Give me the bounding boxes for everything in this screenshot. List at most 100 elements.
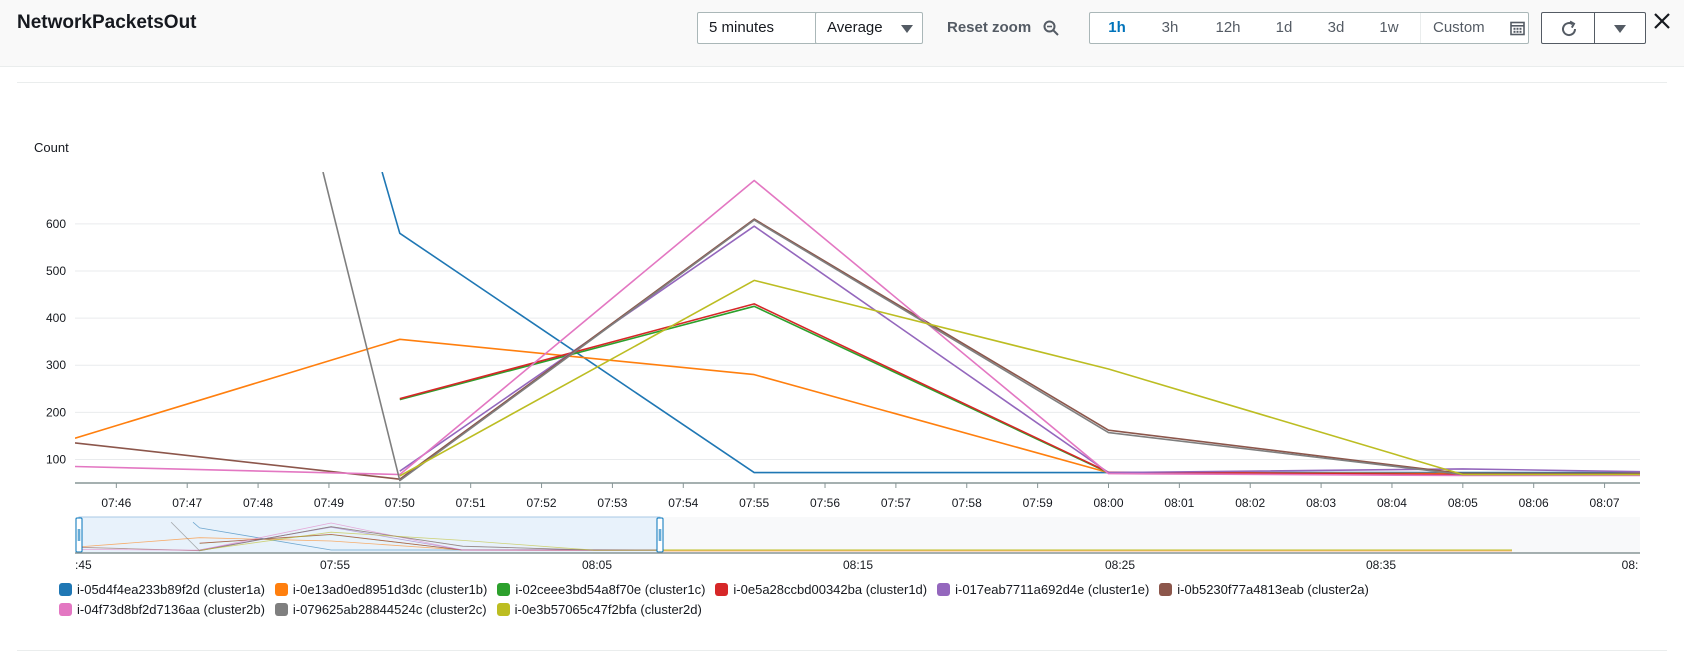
x-tick-label: 07:57 xyxy=(881,496,911,510)
legend-label: i-05d4f4ea233b89f2d (cluster1a) xyxy=(77,582,265,597)
series-line xyxy=(75,218,1640,481)
chart-legend: i-05d4f4ea233b89f2d (cluster1a) i-0e13ad0… xyxy=(59,582,1619,622)
x-tick-label: 07:56 xyxy=(810,496,840,510)
legend-item[interactable]: i-0e3b57065c47f2bfa (cluster2d) xyxy=(496,602,702,617)
range-3d[interactable]: 3d xyxy=(1327,19,1345,36)
legend-swatch xyxy=(715,583,729,596)
legend-item[interactable]: i-0e5a28ccbd00342ba (cluster1d) xyxy=(715,582,927,597)
navigator-right-handle[interactable] xyxy=(656,517,664,553)
legend-label: i-0e5a28ccbd00342ba (cluster1d) xyxy=(733,582,928,597)
time-range-selector: 1h 3h 12h 1d 3d 1w Custom xyxy=(1089,12,1529,44)
series-line xyxy=(322,172,1640,482)
reset-zoom-button[interactable]: Reset zoom xyxy=(947,12,1059,44)
navigator-tick-label: 07:55 xyxy=(320,558,350,572)
legend-swatch xyxy=(274,583,288,596)
navigator-tick-label: 08: xyxy=(1622,558,1639,572)
navigator-left-handle[interactable] xyxy=(75,517,83,553)
x-tick-label: 08:01 xyxy=(1164,496,1194,510)
caret-down-icon xyxy=(901,25,913,33)
series-line xyxy=(75,179,1640,477)
custom-range-button[interactable]: Custom xyxy=(1420,13,1529,43)
period-dropdown-label: 5 minutes xyxy=(709,19,775,36)
legend-item[interactable]: i-0e13ad0ed8951d3dc (cluster1b) xyxy=(274,582,488,597)
range-3h[interactable]: 3h xyxy=(1161,19,1179,36)
refresh-options-dropdown[interactable] xyxy=(1594,12,1646,44)
legend-swatch xyxy=(274,603,288,616)
legend-swatch xyxy=(497,583,511,596)
custom-range-label: Custom xyxy=(1433,19,1485,36)
x-tick-label: 08:06 xyxy=(1519,496,1549,510)
y-tick-label: 500 xyxy=(46,264,66,278)
legend-item[interactable]: i-02ceee3bd54a8f70e (cluster1c) xyxy=(497,582,705,597)
range-1d[interactable]: 1d xyxy=(1275,19,1293,36)
legend-swatch xyxy=(937,583,951,596)
x-tick-label: 07:53 xyxy=(597,496,627,510)
navigator-tick-label: 08:05 xyxy=(582,558,612,572)
legend-item[interactable]: i-079625ab28844524c (cluster2c) xyxy=(274,602,487,617)
range-1w[interactable]: 1w xyxy=(1379,19,1399,36)
legend-item[interactable]: i-05d4f4ea233b89f2d (cluster1a) xyxy=(59,582,265,597)
x-tick-label: 08:03 xyxy=(1306,496,1336,510)
statistic-dropdown-label: Average xyxy=(827,19,883,36)
navigator-tick-label: 08:15 xyxy=(843,558,873,572)
caret-down-icon xyxy=(1614,25,1626,33)
reset-zoom-label: Reset zoom xyxy=(947,19,1032,36)
series-group xyxy=(75,172,1640,482)
calendar-icon xyxy=(1510,21,1525,36)
x-tick-label: 07:46 xyxy=(101,496,131,510)
legend-label: i-02ceee3bd54a8f70e (cluster1c) xyxy=(515,582,706,597)
x-tick-label: 08:02 xyxy=(1235,496,1265,510)
x-tick-label: 07:55 xyxy=(739,496,769,510)
series-line xyxy=(399,305,1640,476)
statistic-dropdown[interactable]: Average xyxy=(815,12,923,44)
x-tick-label: 07:47 xyxy=(172,496,202,510)
widget-header: NetworkPacketsOut 5 minutes Average Rese… xyxy=(0,0,1684,67)
navigator-tick-label: 08:25 xyxy=(1105,558,1135,572)
legend-item[interactable]: i-017eab7711a692d4e (cluster1e) xyxy=(937,582,1149,597)
navigator-tick-label: :45 xyxy=(75,558,92,572)
zoom-out-icon xyxy=(1043,20,1059,36)
x-tick-label: 07:50 xyxy=(385,496,415,510)
y-tick-label: 400 xyxy=(46,311,66,325)
x-tick-label: 07:58 xyxy=(952,496,982,510)
widget-title: NetworkPacketsOut xyxy=(17,12,197,33)
legend-swatch xyxy=(496,603,510,616)
legend-item[interactable]: i-0b5230f77a4813eab (cluster2a) xyxy=(1159,582,1369,597)
series-line xyxy=(399,279,1640,477)
legend-label: i-04f73d8bf2d7136aa (cluster2b) xyxy=(77,602,265,617)
legend-label: i-079625ab28844524c (cluster2c) xyxy=(292,602,487,617)
x-tick-label: 08:05 xyxy=(1448,496,1478,510)
x-tick-label: 07:59 xyxy=(1023,496,1053,510)
range-1h[interactable]: 1h xyxy=(1108,19,1126,36)
series-line xyxy=(381,172,1640,474)
navigator-tick-label: 08:35 xyxy=(1366,558,1396,572)
legend-swatch xyxy=(59,603,72,616)
line-chart: Count 100 200 300 400 500 600 07:46 07:47 07:48 07… xyxy=(34,140,1640,572)
x-tick-label: 08:07 xyxy=(1590,496,1620,510)
legend-swatch xyxy=(1159,583,1173,596)
close-icon[interactable] xyxy=(1651,10,1673,32)
legend-swatch xyxy=(59,583,72,596)
legend-label: i-017eab7711a692d4e (cluster1e) xyxy=(955,582,1150,597)
legend-label: i-0e13ad0ed8951d3dc (cluster1b) xyxy=(292,582,488,597)
x-tick-label: 08:04 xyxy=(1377,496,1407,510)
refresh-icon xyxy=(1562,20,1577,37)
x-tick-label: 08:00 xyxy=(1093,496,1123,510)
range-12h[interactable]: 12h xyxy=(1215,19,1241,36)
divider xyxy=(17,650,1667,651)
legend-label: i-0e3b57065c47f2bfa (cluster2d) xyxy=(514,602,702,617)
y-tick-label: 300 xyxy=(46,358,66,372)
navigator-lines xyxy=(78,521,661,552)
x-tick-label: 07:48 xyxy=(243,496,273,510)
legend-item[interactable]: i-04f73d8bf2d7136aa (cluster2b) xyxy=(59,602,265,617)
x-tick-label: 07:52 xyxy=(527,496,557,510)
y-axis-label: Count xyxy=(34,140,69,155)
y-tick-label: 100 xyxy=(46,452,66,466)
x-tick-label: 07:49 xyxy=(314,496,344,510)
navigator-series-line xyxy=(199,531,660,551)
divider xyxy=(17,82,1667,83)
series-line xyxy=(75,338,1640,475)
y-tick-label: 200 xyxy=(46,405,66,419)
x-tick-label: 07:51 xyxy=(456,496,486,510)
x-tick-label: 07:54 xyxy=(668,496,698,510)
